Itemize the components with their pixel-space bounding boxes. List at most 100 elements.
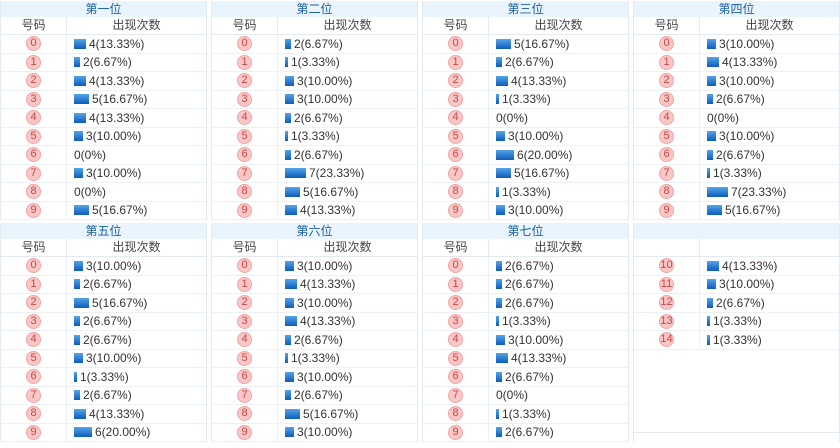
- count-label: 4(13.33%): [300, 277, 356, 292]
- number-badge: 6: [26, 147, 41, 163]
- header-count: [700, 239, 839, 256]
- number-cell: 3: [423, 312, 489, 330]
- number-badge: 7: [26, 387, 41, 403]
- count-label: 1(3.33%): [80, 369, 129, 384]
- frequency-bar: [496, 260, 502, 271]
- frequency-bar: [74, 57, 80, 68]
- count-cell: 0(0%): [489, 387, 628, 405]
- table-title: 第二位: [212, 1, 417, 17]
- table-row: 4 3(10.00%): [423, 331, 628, 350]
- count-cell: 0(0%): [489, 109, 628, 127]
- frequency-bar: [707, 75, 716, 86]
- number-badge: 1: [448, 276, 463, 292]
- count-label: 1(3.33%): [291, 129, 340, 144]
- table-rows: 0 2(6.67%) 1 2(6.67%) 2 2(6.67%) 3 1(3.33%) 4 3(1…: [423, 257, 628, 442]
- table-rows: 0 2(6.67%) 1 1(3.33%) 2 3(10.00%) 3 3(10.00%) 4 2…: [212, 35, 417, 220]
- number-badge: 8: [448, 184, 463, 200]
- number-cell: 3: [423, 90, 489, 108]
- count-cell: 3(10.00%): [700, 128, 839, 146]
- frequency-bar: [74, 38, 86, 49]
- number-badge: 4: [26, 332, 41, 348]
- count-cell: 3(10.00%): [700, 72, 839, 90]
- count-cell: 7(23.33%): [278, 165, 417, 183]
- count-label: 2(6.67%): [83, 55, 132, 70]
- frequency-bar: [285, 390, 291, 401]
- number-badge: 6: [237, 369, 252, 385]
- count-label: 2(6.67%): [716, 147, 765, 162]
- frequency-bar: [707, 316, 710, 327]
- count-cell: 3(10.00%): [700, 35, 839, 53]
- number-cell: 6: [423, 146, 489, 164]
- number-badge: 1: [659, 54, 674, 70]
- count-cell: 5(16.67%): [278, 405, 417, 423]
- frequency-bar: [707, 297, 713, 308]
- count-cell: 2(6.67%): [489, 368, 628, 386]
- frequency-bar: [74, 75, 86, 86]
- number-badge: 5: [448, 350, 463, 366]
- table-row: 2 5(16.67%): [1, 294, 206, 313]
- table-row: 3 3(10.00%): [212, 90, 417, 109]
- count-cell: 2(6.67%): [67, 276, 206, 294]
- empty-area: [634, 350, 839, 433]
- count-label: 1(3.33%): [713, 166, 762, 181]
- table-row: 2 2(6.67%): [423, 294, 628, 313]
- table-rows: 0 3(10.00%) 1 4(13.33%) 2 3(10.00%) 3 4(13.33%)…: [212, 257, 417, 442]
- number-cell: 2: [212, 72, 278, 90]
- number-badge: 1: [237, 276, 252, 292]
- number-badge: 7: [237, 387, 252, 403]
- count-label: 5(16.67%): [725, 203, 781, 218]
- count-cell: 4(13.33%): [700, 54, 839, 72]
- table-row: 12 2(6.67%): [634, 294, 839, 313]
- count-label: 3(10.00%): [86, 351, 142, 366]
- count-label: 2(6.67%): [505, 295, 554, 310]
- number-cell: 0: [423, 257, 489, 275]
- table-header: 号码 出现次数: [634, 17, 839, 35]
- number-cell: 7: [1, 386, 67, 404]
- frequency-bar: [74, 260, 83, 271]
- table-row: 6 0(0%): [1, 146, 206, 165]
- header-number: 号码: [634, 17, 700, 34]
- number-badge: 3: [659, 91, 674, 107]
- count-cell: 6(20.00%): [489, 146, 628, 164]
- frequency-bar: [707, 334, 710, 345]
- table-row: 8 4(13.33%): [1, 405, 206, 424]
- number-cell: 2: [1, 294, 67, 312]
- count-cell: 3(10.00%): [67, 128, 206, 146]
- count-label: 0(0%): [496, 388, 529, 403]
- count-cell: 2(6.67%): [67, 331, 206, 349]
- number-cell: 0: [423, 35, 489, 53]
- table-row: 0 5(16.67%): [423, 35, 628, 54]
- count-label: 6(20.00%): [517, 147, 573, 162]
- count-label: 3(10.00%): [719, 277, 775, 292]
- table-row: 7 3(10.00%): [1, 164, 206, 183]
- count-label: 2(6.67%): [505, 55, 554, 70]
- number-cell: 9: [1, 201, 67, 219]
- count-cell: 3(10.00%): [489, 331, 628, 349]
- number-badge: 6: [448, 147, 463, 163]
- number-cell: 5: [212, 349, 278, 367]
- count-cell: 2(6.67%): [278, 109, 417, 127]
- header-number: 号码: [423, 17, 489, 34]
- number-badge: 1: [26, 276, 41, 292]
- number-cell: 3: [634, 90, 700, 108]
- table-row: 7 7(23.33%): [212, 164, 417, 183]
- count-label: 3(10.00%): [508, 332, 564, 347]
- number-cell: 6: [1, 146, 67, 164]
- frequency-bar: [496, 205, 505, 216]
- frequency-bar: [285, 297, 294, 308]
- number-badge: 2: [237, 73, 252, 89]
- table-row: 1 2(6.67%): [423, 53, 628, 72]
- table-row: 8 1(3.33%): [423, 183, 628, 202]
- count-cell: 4(13.33%): [278, 313, 417, 331]
- number-badge: 0: [448, 258, 463, 274]
- count-cell: 4(13.33%): [700, 257, 839, 275]
- count-cell: 4(13.33%): [67, 109, 206, 127]
- count-label: 5(16.67%): [92, 92, 148, 107]
- number-cell: 8: [1, 405, 67, 423]
- number-cell: 5: [1, 349, 67, 367]
- frequency-bar: [74, 316, 80, 327]
- table-row: 8 0(0%): [1, 183, 206, 202]
- number-badge: 1: [237, 54, 252, 70]
- table-row: 8 7(23.33%): [634, 183, 839, 202]
- number-cell: 2: [212, 294, 278, 312]
